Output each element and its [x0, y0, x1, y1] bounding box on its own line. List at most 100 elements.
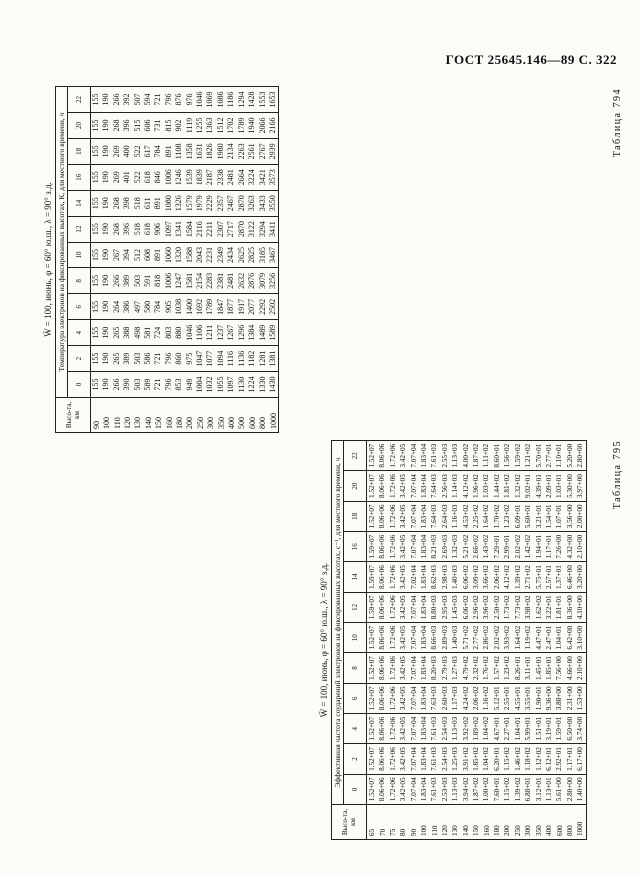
value-cell: 1211: [205, 319, 216, 346]
value-cell: 1330: [257, 371, 268, 398]
value-cell: 1979: [195, 190, 206, 217]
value-cell: 1.10+01: [554, 440, 565, 471]
value-cell: 976: [184, 86, 196, 113]
value-cell: 3.22+01: [543, 592, 555, 623]
value-cell: 1826: [205, 138, 216, 165]
height-cell: 160: [163, 397, 175, 433]
table-title: W̄ = 100, июнь, φ = 60° ю.ш., λ = 90° з.…: [43, 182, 53, 337]
value-cell: 7.07+04: [408, 774, 420, 805]
value-cell: 2.27+01: [502, 713, 513, 744]
hour-header: 10: [67, 242, 91, 268]
data-row: 200 949 975 1046 1400 1581 1588 1584 1579 1539 135…: [184, 86, 196, 433]
data-row: 70 8.06+06 8.06+06 8.06+06 8.06+06 8.06+06 8.0…: [377, 440, 388, 840]
value-cell: 2.77+02: [471, 622, 482, 653]
value-cell: 1381: [267, 345, 279, 372]
value-cell: 1.23+02: [502, 501, 513, 532]
hour-header: 14: [67, 190, 91, 217]
value-cell: 8.20+03: [429, 652, 440, 684]
value-cell: 389: [122, 267, 133, 294]
value-cell: 731: [153, 112, 164, 139]
data-row: 130 1.13+03 1.25+03 1.13+03 1.17+03 1.27+03 1.…: [450, 440, 461, 840]
value-cell: 2.55+01: [502, 683, 513, 714]
value-cell: 6.09+01: [512, 501, 524, 532]
value-cell: 3185: [257, 242, 268, 268]
value-cell: 1.32+02: [512, 470, 524, 502]
value-cell: 8.06+06: [377, 774, 388, 805]
hour-header: 8: [67, 267, 91, 294]
value-cell: 400: [122, 138, 133, 165]
height-cell: 110: [429, 804, 440, 840]
value-cell: 1047: [195, 345, 206, 372]
data-row: 90 155 155 155 155 155 155 155 155 155 155 155 155: [90, 86, 102, 433]
value-cell: 1.72+06: [387, 470, 399, 502]
data-row: 160 1.00+02 1.04+02 1.04+02 1.16+02 1.76+02 2.…: [481, 440, 492, 840]
value-cell: 3079: [257, 267, 268, 294]
value-cell: 1.57+02: [491, 652, 503, 684]
value-cell: 1.13+03: [450, 440, 461, 471]
value-cell: 2.06+02: [471, 683, 482, 714]
value-cell: 1.39+02: [512, 561, 524, 593]
height-cell: 120: [122, 397, 133, 433]
value-cell: 190: [101, 86, 112, 113]
value-cell: 2467: [226, 190, 237, 217]
value-cell: 1038: [174, 293, 185, 320]
value-cell: 1.54+01: [543, 501, 555, 532]
value-cell: 724: [153, 319, 164, 346]
data-row: 100 1.83+04 1.83+04 1.83+04 1.83+04 1.83+04 1.…: [419, 440, 430, 840]
value-cell: 2134: [226, 138, 237, 165]
value-cell: 155: [90, 345, 102, 372]
value-cell: 1.52+07: [366, 470, 378, 502]
value-cell: 1055: [215, 371, 227, 398]
value-cell: 7.07+04: [408, 440, 420, 471]
value-cell: 1.15+02: [502, 743, 513, 775]
value-cell: 401: [122, 164, 133, 191]
value-cell: 3.55+01: [523, 683, 534, 714]
value-cell: 8.06+06: [377, 713, 388, 744]
value-cell: 1.52+07: [366, 652, 378, 684]
value-cell: 3.42+05: [398, 743, 409, 775]
page-header: ГОСТ 25645.146—89 С. 322: [445, 52, 617, 67]
value-cell: 7.07+04: [408, 713, 420, 744]
value-cell: 5.99+01: [523, 713, 534, 744]
value-cell: 608: [143, 242, 154, 268]
value-cell: 6.88+01: [523, 774, 534, 805]
value-cell: 390: [122, 371, 133, 398]
value-cell: 8.60+01: [491, 440, 503, 471]
value-cell: 9.36+00: [543, 683, 555, 714]
value-cell: 2664: [236, 164, 248, 191]
value-cell: 4.32+00: [564, 531, 576, 562]
value-cell: 853: [174, 371, 185, 398]
value-cell: 905: [163, 293, 175, 320]
value-cell: 4.47+01: [533, 622, 544, 653]
value-cell: 1584: [184, 216, 196, 243]
value-cell: 2357: [215, 190, 227, 217]
height-cell: 150: [471, 804, 482, 840]
value-cell: 2.47+01: [543, 622, 555, 653]
value-cell: 2.02+02: [491, 622, 503, 653]
value-cell: 1.19+02: [523, 622, 534, 653]
value-cell: 1255: [195, 112, 206, 139]
value-cell: 1.76+02: [481, 652, 492, 684]
data-row: 350 1055 1094 1237 1847 2381 2349 2307 2357 2338 1…: [215, 86, 227, 433]
value-cell: 1097: [163, 216, 175, 243]
value-cell: 1581: [184, 267, 196, 294]
value-cell: 3.19+01: [543, 713, 555, 744]
height-header: Высо-та, км: [55, 397, 91, 433]
value-cell: 2.66+02: [471, 531, 482, 562]
value-cell: 2767: [257, 138, 268, 165]
value-cell: 8.62+03: [429, 561, 440, 593]
value-cell: 2381: [215, 267, 227, 294]
data-row: 120 390 389 388 386 389 394 396 398 401 400 396 392: [122, 86, 133, 433]
value-cell: 1086: [215, 86, 227, 113]
value-cell: 1789: [236, 112, 248, 139]
value-cell: 1631: [195, 138, 206, 165]
value-cell: 591: [143, 267, 154, 294]
value-cell: 1237: [215, 319, 227, 346]
value-cell: 2.56+03: [439, 470, 451, 502]
value-cell: 1.83+04: [419, 561, 430, 593]
value-cell: 2.53+03: [439, 774, 451, 805]
value-cell: 266: [111, 371, 123, 398]
value-cell: 2.89+03: [439, 622, 451, 653]
value-cell: 268: [111, 216, 123, 243]
